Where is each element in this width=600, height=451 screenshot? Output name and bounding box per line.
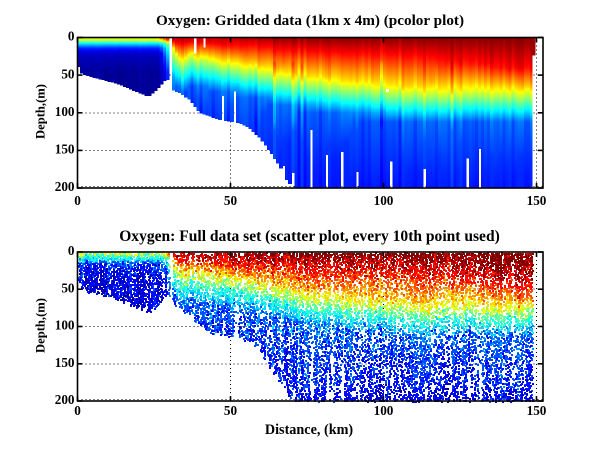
svg-text:150: 150 [527, 403, 547, 418]
svg-text:Oxygen: Gridded data (1km x 4m: Oxygen: Gridded data (1km x 4m) (pcolor … [156, 12, 464, 29]
svg-text:150: 150 [55, 355, 75, 370]
svg-text:50: 50 [61, 66, 75, 81]
svg-text:100: 100 [374, 193, 394, 208]
svg-text:150: 150 [55, 142, 75, 157]
svg-text:150: 150 [527, 193, 547, 208]
svg-text:200: 200 [55, 179, 75, 194]
svg-text:50: 50 [224, 193, 238, 208]
svg-text:50: 50 [224, 403, 238, 418]
svg-text:Distance, (km): Distance, (km) [265, 422, 354, 438]
svg-text:200: 200 [55, 392, 75, 407]
svg-text:100: 100 [55, 104, 75, 119]
svg-text:0: 0 [68, 243, 75, 258]
svg-text:0: 0 [74, 193, 81, 208]
svg-text:0: 0 [68, 29, 75, 44]
svg-text:50: 50 [61, 280, 75, 295]
svg-text:100: 100 [374, 403, 394, 418]
svg-text:Depth,(m): Depth,(m) [34, 84, 48, 139]
svg-text:Depth,(m): Depth,(m) [34, 298, 48, 353]
svg-text:Oxygen: Full data set (scatter: Oxygen: Full data set (scatter plot, eve… [119, 228, 500, 245]
svg-text:100: 100 [55, 318, 75, 333]
svg-text:0: 0 [74, 403, 81, 418]
